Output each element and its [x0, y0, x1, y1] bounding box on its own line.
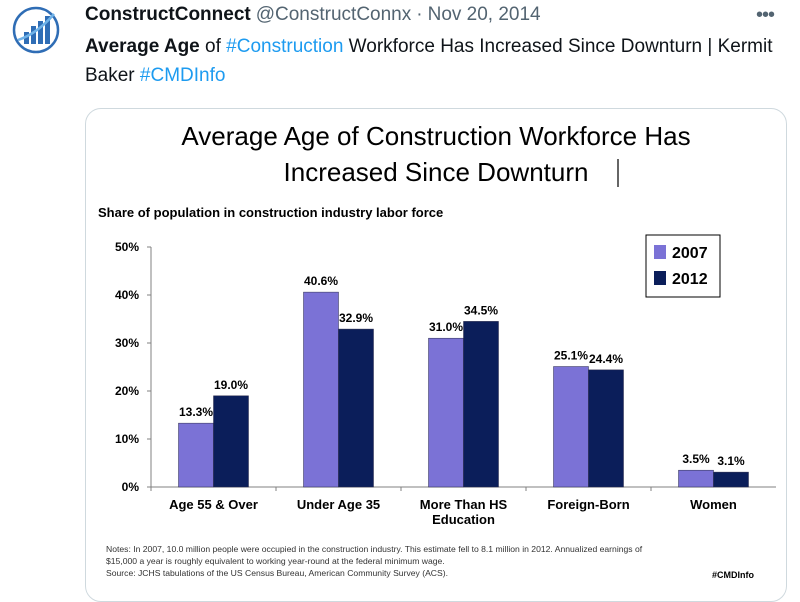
bar-value-label: 34.5%	[464, 303, 498, 317]
category-label: Education	[432, 512, 495, 527]
chart-source: Source: JCHS tabulations of the US Censu…	[106, 568, 448, 578]
tweet-headline: Average Age	[85, 36, 200, 57]
tweet-header: ConstructConnect @ConstructConnx · Nov 2…	[85, 2, 541, 28]
bar-2012	[463, 321, 499, 488]
chart-note: Notes: In 2007, 10.0 million people were…	[106, 544, 643, 554]
legend-swatch-2012	[654, 271, 666, 285]
chart-title-line1: Average Age of Construction Workforce Ha…	[181, 121, 690, 151]
category-label: Under Age 35	[297, 497, 380, 512]
bar-value-label: 31.0%	[429, 320, 463, 334]
bar-2007	[428, 337, 464, 488]
hashtag-construction[interactable]: #Construction	[226, 36, 344, 57]
category-label: Foreign-Born	[547, 497, 629, 512]
bars	[178, 291, 749, 488]
more-options-button[interactable]: •••	[752, 2, 778, 28]
chart: Average Age of Construction Workforce Ha…	[98, 121, 776, 580]
bar-2012	[588, 369, 624, 488]
chart-footer-tag: #CMDInfo	[712, 570, 754, 580]
legend-label: 2007	[672, 245, 708, 262]
y-tick-label: 10%	[115, 432, 139, 446]
tweet-text-part: of	[199, 36, 227, 57]
handle[interactable]: @ConstructConnx	[255, 4, 412, 25]
bar-value-label: 3.5%	[682, 452, 710, 466]
bar-value-label: 40.6%	[304, 274, 338, 288]
y-tick-label: 30%	[115, 336, 139, 350]
y-tick-label: 0%	[122, 480, 140, 494]
media-card[interactable]: Average Age of Construction Workforce Ha…	[85, 108, 787, 602]
category-label: Women	[690, 497, 737, 512]
bar-value-label: 32.9%	[339, 311, 373, 325]
bar-value-label: 24.4%	[589, 352, 623, 366]
dot-separator: ·	[416, 4, 423, 25]
bar-2007	[678, 469, 714, 488]
bar-2012	[213, 395, 249, 488]
tweet-date[interactable]: Nov 20, 2014	[427, 4, 541, 25]
category-label: More Than HS	[420, 497, 508, 512]
bar-2012	[338, 328, 374, 488]
bar-2007	[178, 422, 214, 488]
bar-value-label: 25.1%	[554, 349, 588, 363]
y-tick-label: 20%	[115, 384, 139, 398]
tweet-text: Average Age of #Construction Workforce H…	[85, 32, 785, 90]
display-name[interactable]: ConstructConnect	[85, 4, 251, 25]
y-tick-label: 40%	[115, 288, 139, 302]
bar-2007	[553, 366, 589, 488]
hashtag-cmdinfo[interactable]: #CMDInfo	[139, 65, 226, 86]
bar-2007	[303, 291, 339, 488]
chart-note: $15,000 a year is roughly equivalent to …	[106, 556, 445, 566]
avatar[interactable]	[12, 6, 60, 54]
category-label: Age 55 & Over	[169, 497, 258, 512]
y-tick-label: 50%	[115, 240, 139, 254]
bar-value-label: 3.1%	[717, 454, 745, 468]
chart-title-line2: Increased Since Downturn	[284, 157, 589, 187]
tweet-text-part: Workforce Has Increased Since Downturn |…	[85, 36, 773, 86]
legend: 2007 2012	[645, 234, 721, 298]
chart-subtitle: Share of population in construction indu…	[98, 205, 443, 220]
bar-2012	[713, 471, 749, 488]
bar-value-label: 13.3%	[179, 405, 213, 419]
x-axis: Age 55 & Over Under Age 35 More Than HSEdu…	[150, 487, 737, 527]
bar-value-label: 19.0%	[214, 378, 248, 392]
bar-labels: 13.3%19.0% 40.6% 32.9% 31.0%34.5% 25.1% 24.4%…	[179, 274, 745, 468]
legend-label: 2012	[672, 271, 708, 288]
constructconnect-logo-icon	[12, 6, 60, 54]
legend-swatch-2007	[654, 245, 666, 259]
more-icon: •••	[755, 4, 775, 26]
